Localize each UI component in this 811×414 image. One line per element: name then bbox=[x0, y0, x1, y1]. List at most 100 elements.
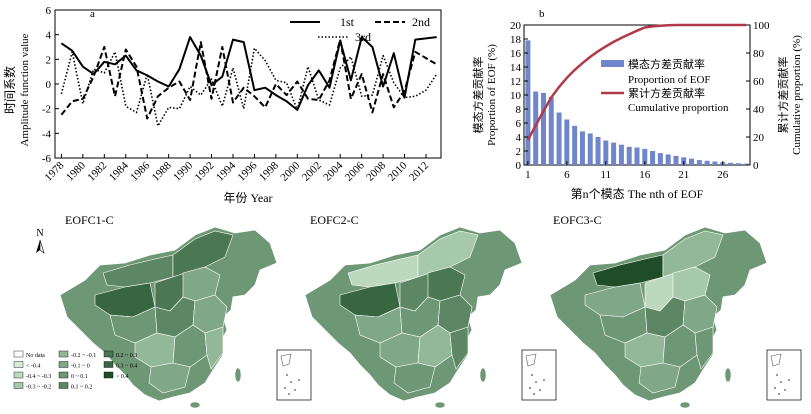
b-bar bbox=[735, 163, 741, 165]
map-inset-island bbox=[778, 393, 780, 395]
b-bar bbox=[626, 146, 632, 165]
b-cumulative-line bbox=[526, 23, 747, 141]
map-title-1: EOFC1-C bbox=[65, 213, 114, 227]
legend-swatch bbox=[13, 350, 24, 358]
a-xtick-label: 1984 bbox=[107, 159, 131, 183]
panel-a-xlabel: 年份 Year bbox=[223, 191, 272, 205]
map-inset bbox=[276, 349, 312, 401]
legend-line-en: Cumulative proportion bbox=[628, 102, 729, 114]
b-ltick-label: 2 bbox=[516, 146, 522, 158]
map-inset-island bbox=[539, 389, 541, 391]
b-bar bbox=[642, 148, 648, 165]
a-xtick-label: 1990 bbox=[171, 159, 195, 183]
a-xtick-label: 1986 bbox=[128, 159, 152, 183]
a-xtick-label: 2012 bbox=[407, 160, 431, 184]
legend-label: -0.1 ~ 0 bbox=[71, 364, 90, 370]
map-island bbox=[189, 401, 201, 409]
b-bar bbox=[657, 153, 663, 165]
a-ytick-label: 6 bbox=[46, 5, 52, 17]
map-inset-frame bbox=[276, 349, 312, 401]
panel-b-legend: 模态方差贡献率 Proportion of EOF 累计方差贡献率 Cumula… bbox=[601, 57, 729, 114]
legend-label: < -0.4 bbox=[26, 364, 40, 370]
map-inset-island bbox=[535, 381, 537, 383]
b-rtick-label: 100 bbox=[753, 20, 770, 32]
b-ltick-label: 0 bbox=[516, 160, 522, 172]
a-ytick-label: -6 bbox=[42, 153, 52, 165]
b-ltick-label: 12 bbox=[510, 76, 521, 88]
legend-bar-cn: 模态方差贡献率 bbox=[628, 57, 705, 71]
b-xtick-label: 1 bbox=[525, 169, 531, 181]
legend-1st: 1st bbox=[340, 15, 355, 29]
a-ytick-label: 0 bbox=[46, 79, 52, 91]
b-bar bbox=[673, 155, 679, 165]
b-ltick-label: 10 bbox=[510, 90, 522, 102]
map-inset-coast bbox=[280, 353, 292, 367]
b-bar bbox=[540, 92, 546, 165]
b-ltick-label: 6 bbox=[516, 118, 522, 130]
legend-swatch bbox=[103, 361, 114, 368]
a-ytick-label: 4 bbox=[46, 30, 52, 42]
map-inset-island bbox=[298, 379, 300, 381]
map-region bbox=[694, 326, 714, 370]
b-ltick-label: 8 bbox=[516, 104, 522, 116]
legend-label: -0.2 ~ -0.1 bbox=[71, 353, 96, 359]
legend-label: 0.2 ~ 0.3 bbox=[116, 353, 137, 359]
legend-swatch bbox=[58, 382, 69, 389]
b-bar bbox=[728, 162, 734, 165]
map-inset-island bbox=[286, 374, 288, 376]
legend-swatch bbox=[58, 350, 69, 358]
map-inset-island bbox=[284, 387, 286, 389]
b-bar bbox=[618, 144, 624, 165]
map-inset-island bbox=[533, 393, 535, 395]
b-bar bbox=[665, 154, 671, 165]
legend-swatch bbox=[103, 371, 114, 379]
a-xtick-label: 1988 bbox=[150, 159, 174, 183]
panel-a-ylabel: Amplitude function value bbox=[19, 33, 31, 146]
b-bar bbox=[548, 97, 554, 165]
map-inset-frame bbox=[766, 349, 802, 401]
legend-label: 0 ~ 0.1 bbox=[71, 374, 88, 380]
map-inset-island bbox=[784, 389, 786, 391]
legend-3rd: 3rd bbox=[355, 30, 371, 44]
b-bar bbox=[595, 137, 601, 165]
legend-label: No data bbox=[26, 353, 45, 359]
b-ltick-label: 18 bbox=[510, 34, 522, 46]
north-label: N bbox=[36, 228, 43, 239]
b-bar bbox=[611, 142, 617, 165]
map-island bbox=[234, 367, 242, 383]
b-ltick-label: 16 bbox=[510, 48, 522, 60]
maps-svg: N EOFC1-C EOFC2-C EOFC3-C No data < -0.4 -… bbox=[13, 213, 802, 409]
legend-line-cn: 累计方差贡献率 bbox=[628, 86, 705, 100]
b-bar bbox=[712, 161, 718, 165]
b-rtick-label: 20 bbox=[753, 132, 765, 144]
a-xtick-label: 1980 bbox=[64, 159, 88, 183]
legend-label: 0.3 ~ 0.4 bbox=[116, 364, 137, 370]
panel-b-ylabel-right-cn: 累计方差贡献率 bbox=[776, 57, 790, 134]
map-2 bbox=[304, 226, 557, 409]
legend-swatch bbox=[103, 350, 114, 358]
panel-b-ylabel-right: Cumulative proportion (%) bbox=[791, 35, 803, 155]
b-ltick-label: 20 bbox=[510, 20, 522, 32]
map-inset-coast bbox=[770, 353, 782, 367]
b-bar bbox=[603, 140, 609, 165]
map-inset-island bbox=[776, 374, 778, 376]
b-rtick-label: 80 bbox=[753, 48, 765, 60]
a-xtick-label: 1992 bbox=[193, 160, 217, 184]
b-bar bbox=[634, 147, 640, 165]
map-inset-coast bbox=[525, 353, 537, 367]
b-bar bbox=[533, 91, 539, 165]
a-xtick-label: 2010 bbox=[386, 159, 410, 183]
a-xtick-label: 2006 bbox=[343, 159, 367, 183]
a-xtick-label: 1994 bbox=[214, 159, 238, 183]
a-series-3rd bbox=[60, 47, 438, 127]
map-island bbox=[724, 367, 732, 383]
a-series-1st bbox=[60, 36, 437, 111]
a-xtick-label: 1996 bbox=[236, 159, 260, 183]
legend-label: -0.4 ~ -0.3 bbox=[26, 374, 51, 380]
map-inset-island bbox=[774, 387, 776, 389]
b-bar bbox=[579, 131, 585, 165]
map-island bbox=[679, 401, 691, 409]
panel-a-letter: a bbox=[90, 8, 95, 20]
b-bar bbox=[696, 160, 702, 165]
